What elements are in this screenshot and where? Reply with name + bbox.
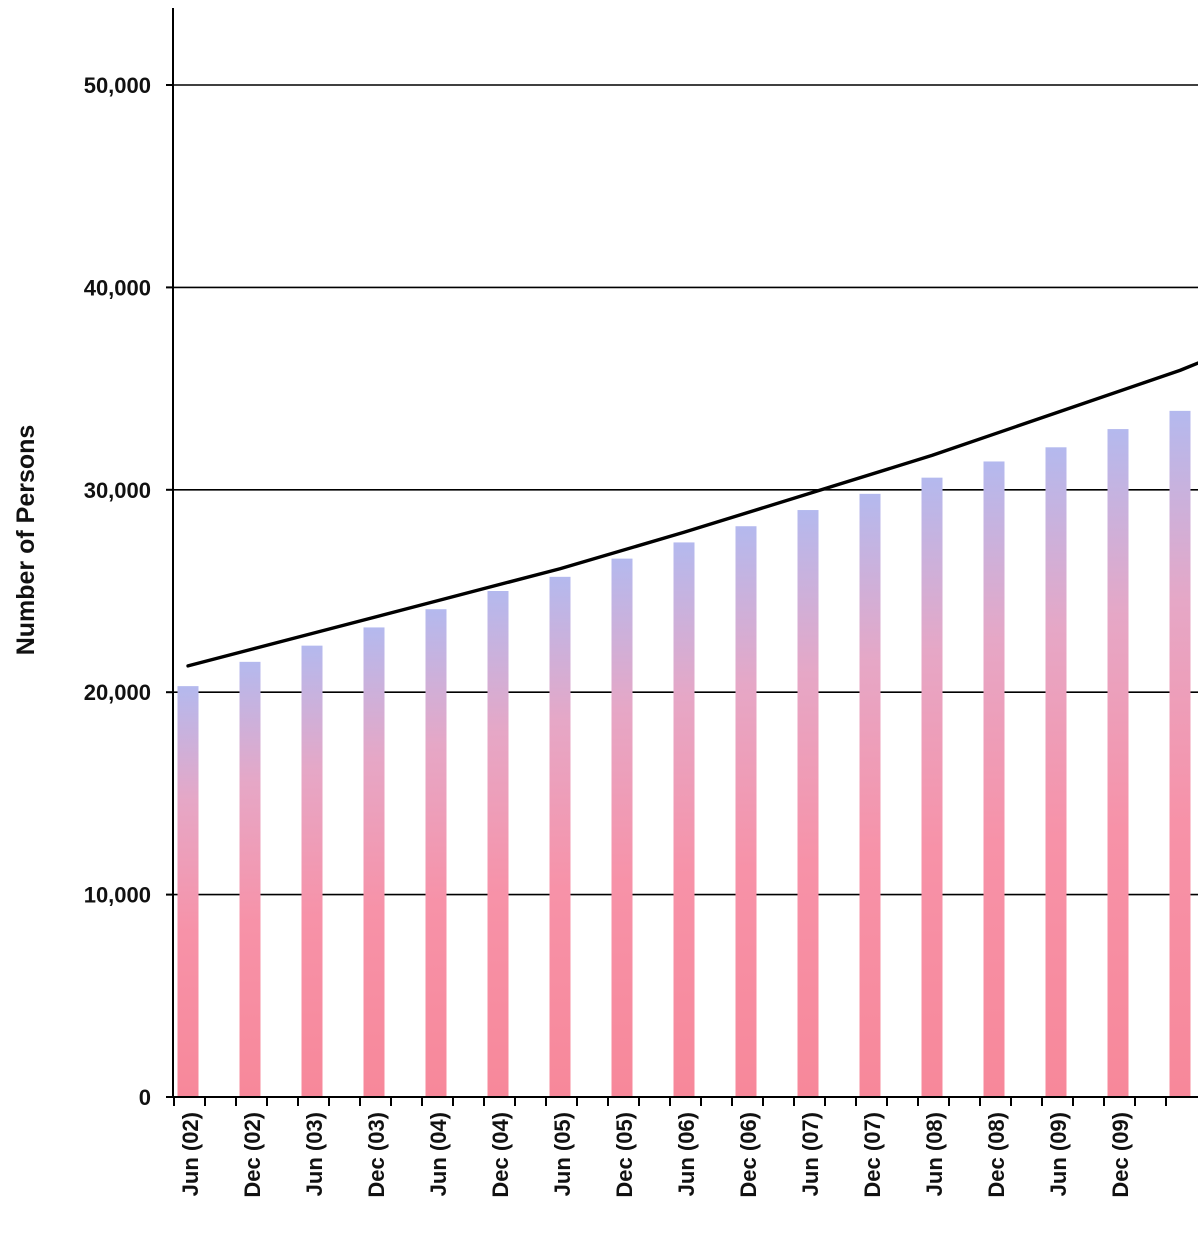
x-tick-label-6: Jun (05)	[550, 1112, 575, 1196]
x-tick-labels: Jun (02) Dec (02) Jun (03) Dec (03) Jun (04)…	[178, 1112, 1133, 1198]
x-tick-label-13: Dec (08)	[984, 1112, 1009, 1198]
x-tick-label-12: Jun (08)	[922, 1112, 947, 1196]
trend-line-series	[186, 361, 1198, 668]
bar-2	[301, 645, 323, 1097]
x-tick-label-1: Dec (02)	[240, 1112, 265, 1198]
bar-14	[1045, 447, 1067, 1097]
bar-series	[177, 410, 1191, 1098]
bar-16	[1169, 410, 1191, 1097]
bar-10	[797, 510, 819, 1097]
bar-1	[239, 661, 261, 1097]
bar-12	[921, 477, 943, 1097]
y-tick-labels: 0 10,000 20,000 30,000 40,000 50,000	[84, 73, 151, 1110]
x-tick-label-15: Dec (09)	[1108, 1112, 1133, 1198]
x-tick-label-4: Jun (04)	[426, 1112, 451, 1196]
axes	[166, 8, 1198, 1106]
x-tick-label-2: Jun (03)	[302, 1112, 327, 1196]
bar-7	[611, 558, 633, 1097]
trend-line	[186, 361, 1198, 668]
y-tick-label-2: 20,000	[84, 680, 151, 705]
bar-4	[425, 609, 447, 1097]
y-tick-label-3: 30,000	[84, 478, 151, 503]
y-tick-label-1: 10,000	[84, 883, 151, 908]
x-tick-label-9: Dec (06)	[736, 1112, 761, 1198]
bar-0	[177, 686, 199, 1097]
bar-5	[487, 591, 509, 1097]
bar-3	[363, 627, 385, 1097]
x-tick-label-14: Jun (09)	[1046, 1112, 1071, 1196]
x-tick-label-11: Dec (07)	[860, 1112, 885, 1198]
x-tick-label-0: Jun (02)	[178, 1112, 203, 1196]
bar-9	[735, 526, 757, 1097]
x-tick-label-3: Dec (03)	[364, 1112, 389, 1198]
bar-11	[859, 493, 881, 1097]
bar-6	[549, 576, 571, 1097]
x-tick-label-7: Dec (05)	[612, 1112, 637, 1198]
gridlines	[173, 84, 1198, 896]
y-tick-label-0: 0	[139, 1085, 151, 1110]
y-axis-title: Number of Persons	[12, 425, 40, 656]
bar-13	[983, 461, 1005, 1097]
x-tick-label-8: Jun (06)	[674, 1112, 699, 1196]
y-tick-label-5: 50,000	[84, 73, 151, 98]
x-tick-label-5: Dec (04)	[488, 1112, 513, 1198]
x-tick-label-10: Jun (07)	[798, 1112, 823, 1196]
bar-15	[1107, 429, 1129, 1098]
bar-8	[673, 542, 695, 1097]
y-tick-label-4: 40,000	[84, 275, 151, 300]
